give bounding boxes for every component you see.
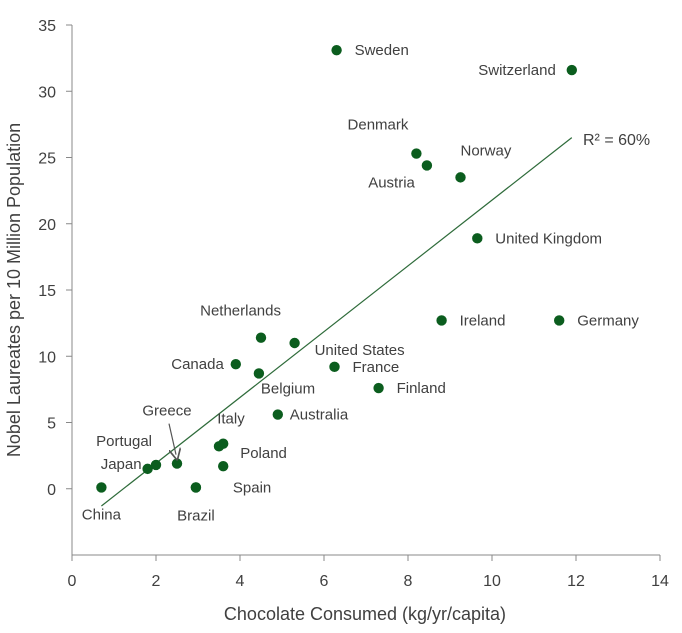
point-label-belgium: Belgium — [261, 380, 315, 397]
point-labels: Sweden Switzerland Denmark Austria Norway Uni… — [82, 42, 640, 524]
data-point-germany — [554, 315, 565, 326]
data-point-ireland — [436, 315, 447, 326]
y-tick-label: 0 — [47, 482, 56, 499]
y-tick-label: 20 — [38, 217, 56, 234]
data-point-united-states — [289, 337, 300, 349]
point-label-netherlands: Netherlands — [200, 303, 281, 320]
axes — [71, 25, 660, 556]
point-label-japan: Japan — [101, 456, 142, 473]
data-point-finland — [373, 382, 384, 394]
data-point-canada — [230, 359, 241, 370]
point-label-spain: Spain — [233, 479, 271, 496]
point-label-denmark: Denmark — [348, 117, 409, 134]
point-label-finland: Finland — [397, 380, 446, 397]
x-tick-label: 2 — [152, 573, 161, 590]
data-point-denmark — [411, 148, 422, 159]
data-point-france — [329, 361, 340, 373]
data-point-china — [96, 482, 107, 493]
greece-arrow — [168, 423, 176, 455]
y-axis-title: Nobel Laureates per 10 Million Populatio… — [4, 123, 24, 457]
data-point-united-kingdom — [472, 233, 483, 244]
point-label-germany: Germany — [577, 312, 639, 329]
x-tick-label: 0 — [68, 573, 77, 590]
data-point-austria — [421, 160, 433, 171]
trendline — [101, 137, 573, 507]
point-label-france: France — [353, 359, 400, 376]
x-tick-label: 10 — [483, 573, 501, 590]
point-label-portugal: Portugal — [96, 433, 152, 450]
point-label-sweden: Sweden — [355, 42, 409, 59]
point-label-australia: Australia — [290, 407, 349, 424]
data-point-switzerland — [566, 64, 577, 76]
data-point-portugal — [150, 459, 162, 471]
x-tick-label: 12 — [567, 573, 585, 590]
data-point-japan — [142, 463, 153, 475]
y-tick-label: 25 — [38, 151, 56, 168]
data-point-poland — [218, 461, 229, 472]
y-tick-label: 5 — [47, 416, 56, 433]
data-point-sweden — [331, 44, 342, 56]
x-tick-label: 8 — [404, 573, 413, 590]
data-points — [96, 44, 577, 493]
x-tick-label: 6 — [320, 573, 329, 590]
point-label-greece: Greece — [142, 403, 191, 420]
data-point — [213, 441, 225, 452]
point-label-canada: Canada — [171, 356, 224, 373]
point-label-brazil: Brazil — [177, 507, 215, 524]
y-tick-label: 10 — [38, 349, 56, 366]
trendline-path — [101, 137, 573, 507]
point-label-poland: Poland — [240, 445, 287, 462]
data-point-belgium — [253, 368, 265, 379]
x-axis-title: Chocolate Consumed (kg/yr/capita) — [224, 604, 506, 624]
point-label-switzerland: Switzerland — [478, 62, 556, 79]
x-tick-label: 14 — [651, 573, 669, 590]
tick-labels: 0 2 4 6 8 10 12 14 0 5 10 15 20 25 30 35 — [38, 18, 669, 590]
y-tick-label: 35 — [38, 18, 56, 35]
point-label-united-kingdom: United Kingdom — [495, 230, 602, 247]
y-tick-label: 30 — [38, 84, 56, 101]
point-label-italy: Italy — [217, 411, 245, 428]
point-label-china: China — [82, 506, 122, 523]
data-point-greece — [171, 458, 183, 469]
r-squared-label: R² = 60% — [583, 132, 650, 149]
point-label-ireland: Ireland — [460, 312, 506, 329]
data-point-norway — [455, 172, 466, 183]
data-point-australia — [272, 409, 283, 420]
point-label-norway: Norway — [461, 142, 512, 159]
point-label-united-states: United States — [315, 342, 405, 359]
x-tick-label: 4 — [236, 573, 245, 590]
data-point-netherlands — [255, 332, 267, 343]
y-tick-label: 15 — [38, 283, 56, 300]
point-label-austria: Austria — [368, 174, 415, 191]
data-point-brazil — [190, 482, 202, 493]
